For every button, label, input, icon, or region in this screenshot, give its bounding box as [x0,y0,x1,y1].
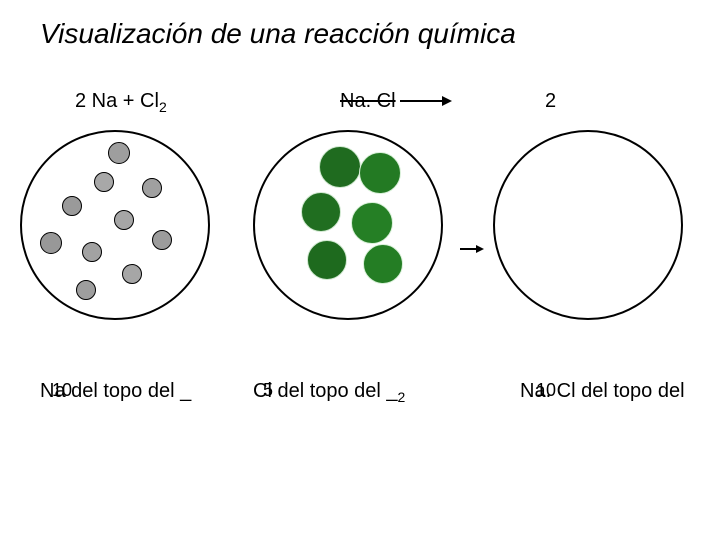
atom [351,202,393,244]
atom [114,210,134,230]
page-title: Visualización de una reacción química [40,18,700,50]
atom [76,280,96,300]
atom [40,232,62,254]
atom [122,264,142,284]
equation-mid: Na. Cl [340,90,396,113]
bl3-over: 10 [536,380,556,401]
label-cl2-moles: Cl del topo del _2 5 [253,380,405,405]
atom [363,244,403,284]
atom [142,178,162,198]
bl1-over: 10 [52,380,72,401]
atom [108,142,130,164]
atom [319,146,361,188]
atom [62,196,82,216]
atom [152,230,172,250]
atom [301,192,341,232]
arrow-icon [460,248,482,250]
product-jar-nacl [493,130,683,320]
reactant-jar-na [20,130,210,320]
label-nacl-moles: Na. Cl del topo del 10 [520,380,685,403]
atom [82,242,102,262]
bl2-sub: 2 [398,389,406,405]
equation-right: 2 [545,90,556,113]
eq-left-sub: 2 [159,99,167,115]
label-na-moles: Na del topo del _ 10 [40,380,191,403]
equation-left: 2 Na + Cl2 [75,90,167,115]
eq-left-text: 2 Na + Cl [75,90,159,112]
bl2-main: Cl del topo del _ [253,380,398,402]
arrow-icon [400,100,450,102]
atom [94,172,114,192]
atom [307,240,347,280]
reactant-jar-cl2 [253,130,443,320]
atom [359,152,401,194]
bl2-over: 5 [263,380,273,401]
